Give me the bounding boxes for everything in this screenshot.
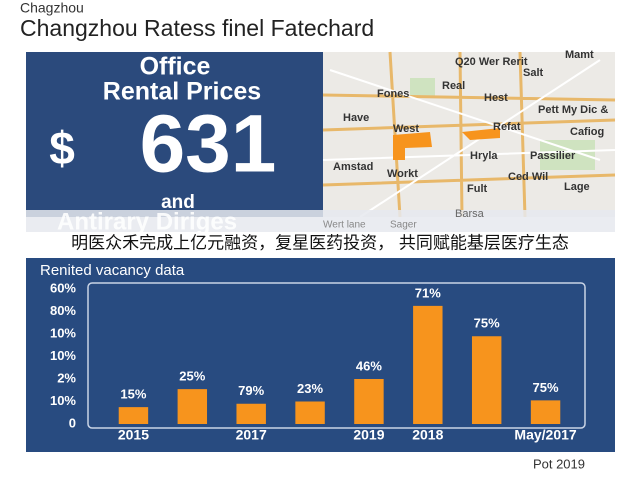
caption: 明医众禾完成上亿元融资，复星医药投资， 共同赋能基层医疗生态 [71,233,569,252]
y-tick-label: 80% [50,303,76,318]
connector: and [161,192,195,213]
map-label: Hryla [470,150,498,162]
map-label: Wert lane [323,220,366,231]
map-label: Have [343,112,369,124]
x-tick-label: 2015 [118,427,149,443]
map-label: West [393,123,419,135]
bar-annotation: 75% [533,380,559,395]
footer: Pot 2019 [533,456,585,471]
y-tick-label: 60% [50,280,76,295]
x-tick-label: 2017 [236,427,267,443]
x-tick-label: 2019 [353,427,384,443]
bar-annotation: 71% [415,285,441,300]
map-label: Salt [523,67,544,79]
bar-annotation: 23% [297,381,323,396]
hero-panel [26,52,323,217]
y-tick-label: 2% [57,370,76,385]
kicker: Chagzhou [20,0,84,16]
bar [530,400,561,424]
map-label: Fones [377,88,409,100]
chart-title: Renited vacancy data [40,262,185,279]
caption-band [0,232,640,258]
hero-line: Office [140,53,211,81]
y-tick-label: 10% [50,393,76,408]
x-tick-label: 2018 [412,427,443,443]
bar [236,403,266,424]
bar [413,305,443,424]
map-label: Lage [564,181,590,193]
map-label: Cafiog [570,126,604,138]
map-label: Refat [493,121,521,133]
amount: 631 [140,99,277,190]
bar-annotation: 15% [120,387,146,402]
page-title: Changzhou Ratess finel Fatechard [20,15,374,41]
bar [295,401,325,424]
bar [354,379,384,424]
map-label: Amstad [333,161,373,173]
hero-subtitle: Antirary Diriges [57,208,237,235]
map-label: Mamt [565,49,594,61]
bar-annotation: 46% [356,358,382,373]
bar-annotation: 25% [179,369,205,384]
bar-annotation: 79% [238,383,264,398]
map-label: Q20 Wer Rerit [455,56,528,68]
bar [118,407,149,424]
map-label: Real [442,80,465,92]
district [393,132,432,160]
y-tick-label: 10% [50,325,76,340]
hero-line: Rental Prices [103,78,261,106]
map-label: Sager [390,220,417,231]
map-label: Ced Wil [508,171,548,183]
x-tick-label: May/2017 [514,427,576,443]
currency: $ [49,122,75,174]
fade-band [26,210,615,234]
bar [471,336,502,424]
y-tick-label: 10% [50,348,76,363]
bar-annotation: 75% [474,316,500,331]
road [322,51,616,218]
map-label: Fult [467,183,487,195]
map-label: Barsa [455,208,485,220]
map-label: Passilier [530,150,576,162]
plot-frame [87,282,586,429]
map: Mamt Q20 Wer Rerit Salt Fones Real Hest … [322,49,616,218]
map-label: Pett My Dic & [538,104,608,116]
y-tick-label: 0 [69,415,76,430]
map-label: Workt [387,168,418,180]
bar [177,389,208,424]
district [462,128,500,140]
map-label: Hest [484,92,508,104]
park [410,78,435,96]
